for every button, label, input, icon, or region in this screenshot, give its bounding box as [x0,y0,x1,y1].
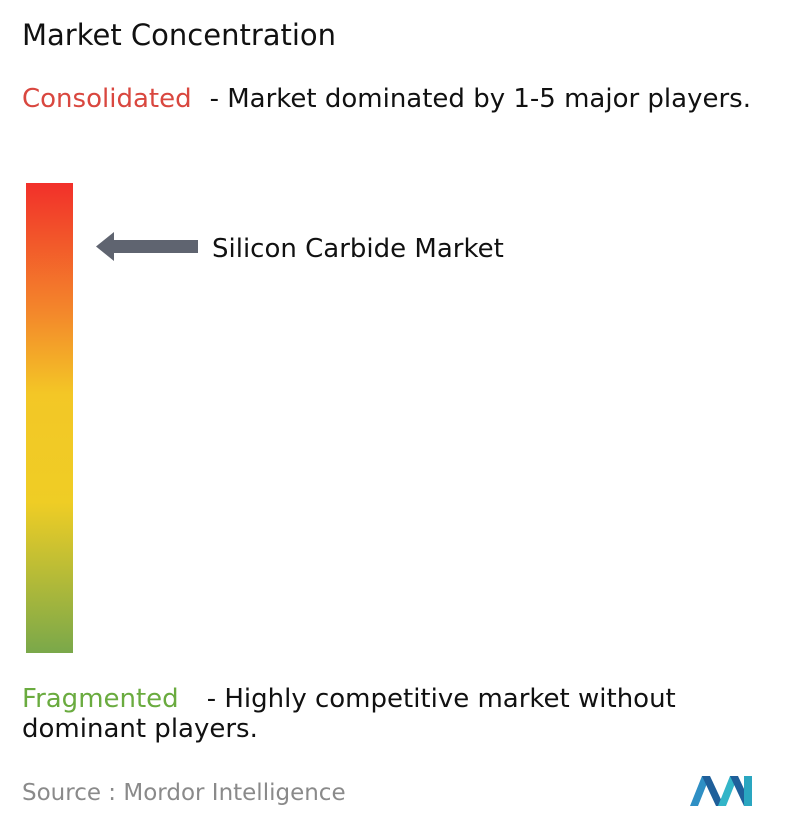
source: Source : Mordor Intelligence [22,780,346,806]
fragmented-description: - Highly competitive market without domi… [22,684,676,744]
source-name: Mordor Intelligence [123,780,346,806]
scale: Silicon Carbide Market [26,183,504,653]
marker-label: Silicon Carbide Market [212,234,504,264]
logo [690,776,752,806]
arrow-shaft [110,240,198,253]
source-label: Source : [22,780,117,806]
consolidated-description: - Market dominated by 1-5 major players. [209,84,751,114]
concentration-bar [26,183,73,653]
fragmented-label: Fragmented [22,684,179,714]
title: Market Concentration [22,18,337,52]
consolidated-line: Consolidated - Market dominated by 1-5 ma… [22,84,792,114]
consolidated-label: Consolidated [22,84,192,114]
fragmented-line: Fragmented - Highly competitive market wi… [22,684,792,744]
arrow-head [96,232,114,261]
